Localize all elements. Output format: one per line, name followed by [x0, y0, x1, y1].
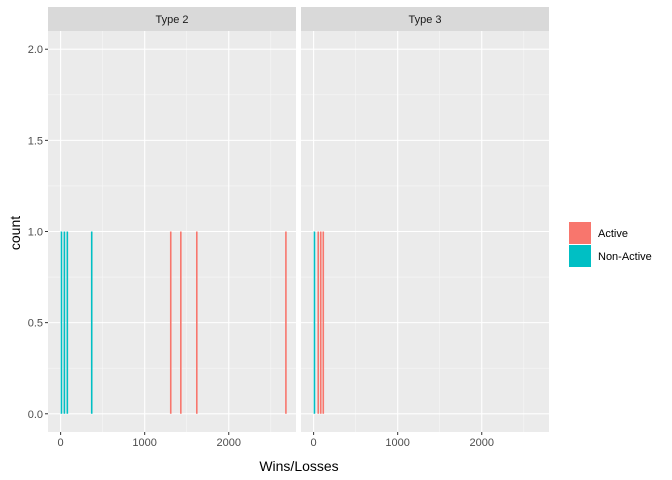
facet-panel-2: Type 3 — [301, 7, 549, 432]
y-tick-label: 2.0 — [28, 44, 43, 56]
panels-layer: Type 2 Type 3 — [48, 7, 549, 432]
y-tick-label: 0.0 — [28, 409, 43, 421]
legend-label-non-active: Non-Active — [598, 251, 652, 263]
bar-non-active — [313, 231, 316, 414]
facet-strip — [48, 7, 296, 31]
facet-strip-label: Type 2 — [155, 14, 188, 26]
legend-key-non-active — [569, 245, 591, 267]
y-tick-label: 1.0 — [28, 227, 43, 239]
facet-panel-1: Type 2 — [48, 7, 296, 432]
facet-strip — [301, 7, 549, 31]
y-axis-title: count — [7, 216, 23, 250]
bar-non-active — [60, 231, 63, 414]
bar-non-active — [90, 231, 93, 414]
bar-active — [180, 231, 182, 414]
x-tick-label: 1000 — [132, 437, 156, 449]
x-tick-label: 0 — [311, 437, 317, 449]
bar-non-active — [63, 231, 66, 414]
legend: Active Non-Active — [569, 222, 652, 267]
legend-key-active — [569, 222, 591, 244]
x-tick-label: 2000 — [217, 437, 241, 449]
y-tick-label: 0.5 — [28, 318, 43, 330]
x-tick-label: 2000 — [470, 437, 494, 449]
bar-active — [285, 231, 287, 414]
y-tick-label: 1.5 — [28, 135, 43, 147]
bar-active — [317, 231, 320, 414]
bar-active — [196, 231, 198, 414]
x-tick-label: 0 — [58, 437, 64, 449]
x-axis-title: Wins/Losses — [259, 458, 338, 474]
x-tick-label: 1000 — [385, 437, 409, 449]
facet-strip-label: Type 3 — [408, 14, 441, 26]
bar-non-active — [66, 231, 69, 414]
legend-label-active: Active — [598, 228, 628, 240]
bar-active — [322, 231, 325, 414]
y-axis: 0.0 0.5 1.0 1.5 2.0 — [28, 44, 48, 421]
bar-active — [169, 231, 172, 414]
x-axis: 0 1000 2000 0 1000 2000 — [58, 432, 494, 449]
bar-active — [319, 231, 322, 414]
